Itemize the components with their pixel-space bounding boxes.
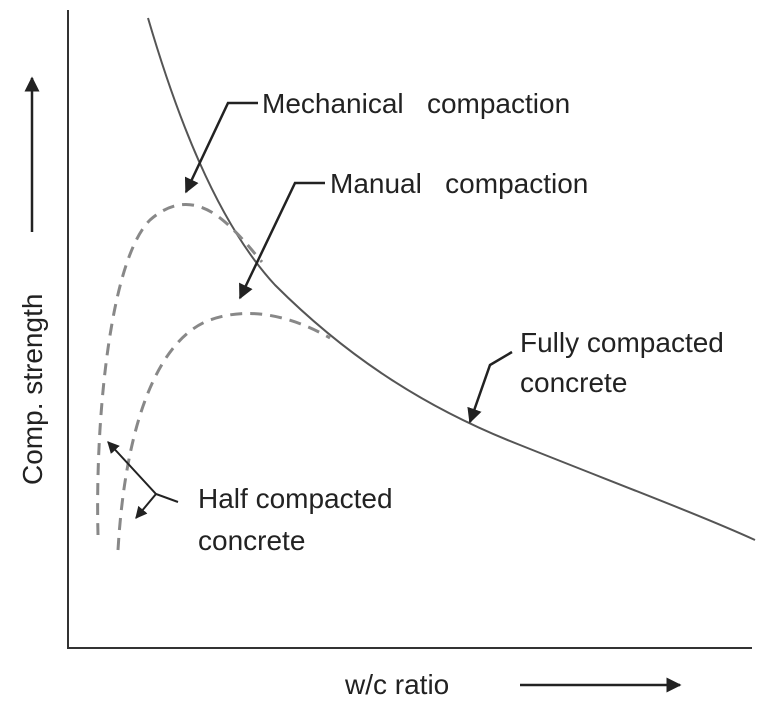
manual-compaction-curve — [116, 311, 331, 551]
half-label: Half compacted — [198, 483, 393, 514]
half-leader — [135, 493, 157, 519]
manual-leader — [238, 181, 325, 300]
fully-label: Fully compacted — [520, 327, 724, 358]
mechanical-label: Mechanical compaction — [262, 88, 570, 119]
y-axis-label: Comp. strength — [17, 294, 48, 485]
manual-label: Manual compaction — [330, 168, 588, 199]
mechanical-leader — [184, 101, 258, 194]
fully-compacted-curve — [147, 17, 756, 541]
fully-leader — [467, 350, 513, 424]
half-leader — [107, 441, 179, 503]
fully-label: concrete — [520, 367, 627, 398]
mechanical-compaction-curve — [96, 203, 264, 536]
half-label: concrete — [198, 525, 305, 556]
x-axis-label: w/c ratio — [344, 669, 449, 700]
axes — [67, 10, 752, 649]
